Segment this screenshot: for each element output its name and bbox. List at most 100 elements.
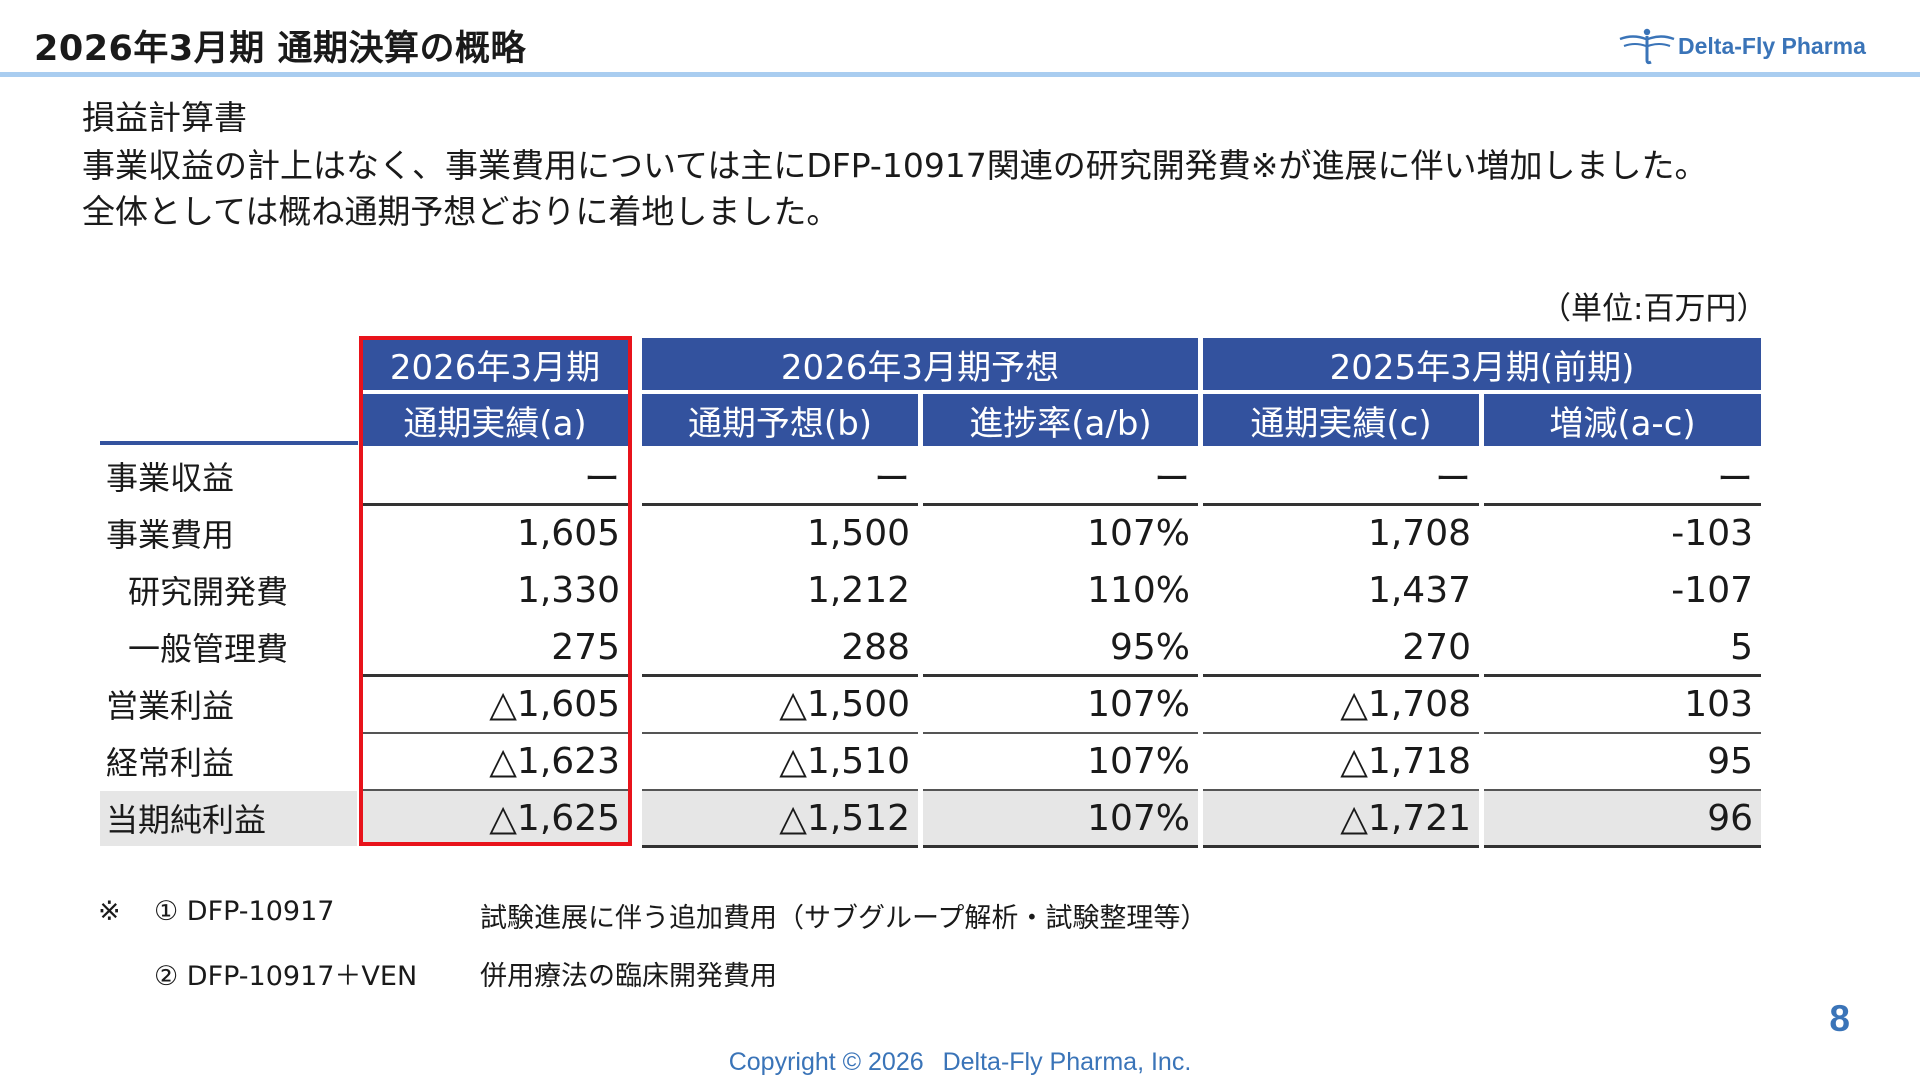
table-cell: △1,512 <box>779 797 910 839</box>
table-cell: 107% <box>1087 740 1190 782</box>
table-cell: 1,437 <box>1367 569 1471 611</box>
page-title: 2026年3月期 通期決算の概略 <box>34 29 526 69</box>
row-divider <box>1484 674 1761 677</box>
table-cell: ー <box>1434 459 1471 500</box>
note-1-label: ① DFP-10917 <box>154 896 335 927</box>
table-cell: 95 <box>1707 740 1753 782</box>
note-2-label: ② DFP-10917＋VEN <box>154 961 418 992</box>
table-cell: △1,721 <box>1340 797 1471 839</box>
table-cell: 275 <box>551 626 620 668</box>
table-cell: 96 <box>1707 797 1753 839</box>
row-divider <box>1203 789 1479 791</box>
page-number: 8 <box>1829 998 1850 1039</box>
table-cell: ー <box>873 459 910 500</box>
row-divider <box>642 789 918 791</box>
table-cell: ー <box>1153 459 1190 500</box>
total-row-shade <box>1484 791 1761 846</box>
total-row-shade <box>923 791 1198 846</box>
note-2-text: 併用療法の臨床開発費用 <box>480 961 777 992</box>
row-divider <box>1203 503 1479 506</box>
section-description: 事業収益の計上はなく、事業費用については主にDFP-10917関連の研究開発費※… <box>82 143 1882 235</box>
table-cell: ー <box>1716 459 1753 500</box>
table-cell: 95% <box>1109 626 1190 668</box>
row-divider <box>1484 789 1761 791</box>
table-cell: △1,718 <box>1340 740 1471 782</box>
sub-header-actual-a: 通期実績(a) <box>362 394 628 446</box>
table-cell: 288 <box>841 626 910 668</box>
sub-header-actual-c: 通期実績(c) <box>1203 394 1479 446</box>
company-logo: Delta-Fly Pharma <box>1618 26 1866 66</box>
row-divider <box>923 789 1198 791</box>
table-cell: 1,708 <box>1367 512 1471 554</box>
total-row-shade <box>642 791 918 846</box>
row-divider <box>1484 732 1761 734</box>
row-divider <box>1484 845 1761 848</box>
row-divider <box>1484 503 1761 506</box>
table-cell: 270 <box>1402 626 1471 668</box>
row-divider <box>362 789 628 791</box>
table-cell: △1,708 <box>1340 683 1471 725</box>
table-cell: 1,500 <box>806 512 910 554</box>
row-divider <box>362 732 628 734</box>
table-cell: -103 <box>1671 512 1753 554</box>
table-cell: △1,623 <box>489 740 620 782</box>
row-divider <box>1203 674 1479 677</box>
row-divider <box>642 732 918 734</box>
row-divider <box>923 732 1198 734</box>
row-divider <box>362 503 628 506</box>
table-cell: 107% <box>1087 797 1190 839</box>
copyright-text: Copyright © 2026 <box>728 1048 924 1076</box>
row-label-revenue: 事業収益 <box>106 459 235 497</box>
row-divider <box>923 674 1198 677</box>
table-cell: 1,330 <box>516 569 620 611</box>
table-cell: 103 <box>1684 683 1753 725</box>
sub-header-change: 増減(a-c) <box>1484 394 1761 446</box>
row-label-rnd: 研究開発費 <box>128 573 289 611</box>
header-divider <box>0 72 1920 77</box>
row-divider <box>1203 732 1479 734</box>
table-cell: 110% <box>1087 569 1190 611</box>
table-cell: 107% <box>1087 512 1190 554</box>
sub-header-forecast-b: 通期予想(b) <box>642 394 918 446</box>
total-row-shade <box>362 791 628 846</box>
row-divider <box>923 845 1198 848</box>
table-cell: 107% <box>1087 683 1190 725</box>
section-subtitle: 損益計算書 <box>82 98 247 137</box>
row-divider <box>923 503 1198 506</box>
group-header-fy2025: 2025年3月期(前期) <box>1203 338 1761 390</box>
copyright-footer: Copyright © 2026 Delta-Fly Pharma, Inc. <box>0 1048 1920 1077</box>
logo-text: Delta-Fly Pharma <box>1678 32 1866 59</box>
table-cell: 1,212 <box>806 569 910 611</box>
sub-header-progress-rate: 進捗率(a/b) <box>923 394 1198 446</box>
note-mark: ※ <box>98 896 121 927</box>
row-label-operating-expenses: 事業費用 <box>106 516 235 554</box>
table-cell: 1,605 <box>516 512 620 554</box>
company-name: Delta-Fly Pharma, Inc. <box>942 1048 1192 1076</box>
table-cell: △1,500 <box>779 683 910 725</box>
row-label-net-income: 当期純利益 <box>106 801 267 839</box>
table-cell: ー <box>583 459 620 500</box>
table-cell: -107 <box>1671 569 1753 611</box>
row-divider <box>642 674 918 677</box>
group-header-fy2026-forecast: 2026年3月期予想 <box>642 338 1198 390</box>
row-divider <box>1203 845 1479 848</box>
table-cell: △1,510 <box>779 740 910 782</box>
description-line-2: 全体としては概ね通期予想どおりに着地しました。 <box>82 192 840 231</box>
table-cell: 5 <box>1730 626 1753 668</box>
label-column-top-rule <box>100 441 358 445</box>
row-label-ordinary-income: 経常利益 <box>106 744 235 782</box>
row-divider <box>642 503 918 506</box>
table-cell: △1,605 <box>489 683 620 725</box>
group-header-fy2026: 2026年3月期 <box>362 338 628 390</box>
delta-fly-logo-icon <box>1619 28 1675 65</box>
total-row-shade <box>1203 791 1479 846</box>
total-row-label-shade <box>100 791 357 846</box>
row-divider <box>642 845 918 848</box>
row-label-operating-income: 営業利益 <box>106 687 235 725</box>
unit-label: （単位:百万円） <box>1540 291 1768 327</box>
table-cell: △1,625 <box>489 797 620 839</box>
description-line-1: 事業収益の計上はなく、事業費用については主にDFP-10917関連の研究開発費※… <box>82 146 1708 185</box>
note-1-text: 試験進展に伴う追加費用（サブグループ解析・試験整理等） <box>480 903 1208 934</box>
row-label-ga: 一般管理費 <box>128 630 289 668</box>
row-divider <box>362 674 628 677</box>
